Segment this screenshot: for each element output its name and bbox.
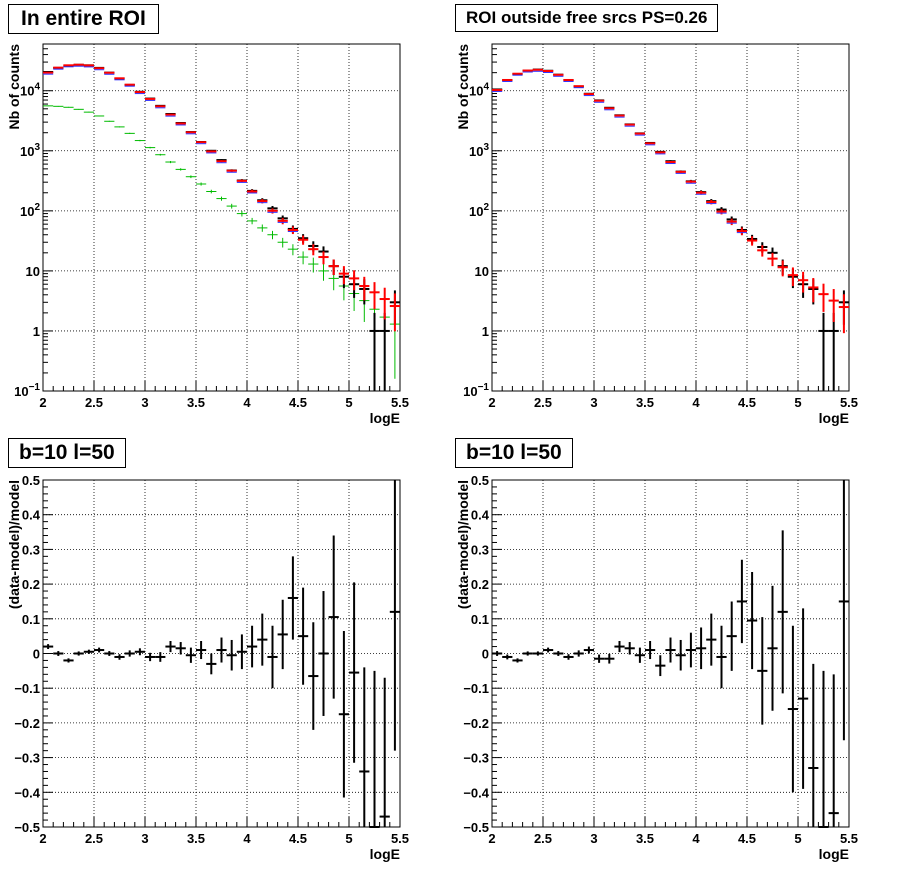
y-tick-label: 10 [475,264,489,279]
y-tick-label: 102 [469,202,489,219]
x-tick-label: 2 [39,395,46,410]
x-tick-label: 4.5 [738,395,756,410]
y-tick-label: 1 [482,324,489,339]
x-tick-label: 3.5 [636,831,654,846]
y-tick-label: −0.3 [14,751,40,766]
y-tick-label: 0.3 [471,542,489,557]
y-tick-label: 0.2 [471,577,489,592]
y-tick-label: −0.4 [14,785,40,800]
x-tick-label: 2.5 [534,395,552,410]
y-tick-label: −0.1 [463,681,489,696]
chart-panel-1: 2 2.5 3 3.5 4 4.5 5 5.5 10−1 1 10 102 103 104 logE Nb o… [455,43,858,426]
y-tick-label: 0.4 [22,508,41,523]
x-tick-label: 2 [488,831,495,846]
x-tick-label: 4 [692,831,700,846]
y-tick-label: −0.2 [463,716,489,731]
y-tick-label: 104 [469,82,489,99]
chart-panel-0: 2 2.5 3 3.5 4 4.5 5 5.5 10−1 1 10 102 103 104 logE Nb o… [6,43,409,426]
y-tick-label: 0 [33,647,40,662]
x-tick-label: 2.5 [85,395,103,410]
y-tick-label: −0.2 [14,716,40,731]
x-tick-label: 5 [794,831,801,846]
y-tick-label: 10 [26,264,40,279]
x-tick-label: 5 [794,395,801,410]
x-tick-label: 2 [39,831,46,846]
x-axis-label: logE [819,846,849,862]
panel-title-counts-outside-srcs: ROI outside free srcs PS=0.26 [455,4,719,32]
y-tick-label: 0.5 [471,473,489,488]
y-axis-label: Nb of counts [6,44,22,130]
x-tick-label: 3.5 [187,831,205,846]
x-tick-label: 4.5 [738,831,756,846]
x-axis-label: logE [370,410,400,426]
x-tick-label: 4 [243,395,251,410]
y-tick-label: 0.1 [22,612,40,627]
y-tick-label: 0.5 [22,473,40,488]
chart-panel-3: 2 2.5 3 3.5 4 4.5 5 5.5 −0.5 −0.4 −0.3 −0.2 −0.1 0 0.1… [455,473,858,862]
y-axis-label: (data-model)/model [6,480,22,609]
y-tick-label: 104 [20,82,40,99]
x-tick-label: 2.5 [85,831,103,846]
x-tick-label: 3 [590,831,597,846]
y-tick-label: 102 [20,202,40,219]
y-tick-label: 0.1 [471,612,489,627]
y-tick-label: −0.3 [463,751,489,766]
plot-frame [491,43,850,392]
x-tick-label: 4 [243,831,251,846]
x-tick-label: 3.5 [187,395,205,410]
plot-frame [42,43,401,392]
y-tick-label: −0.5 [463,820,489,835]
x-tick-label: 5.5 [840,831,858,846]
y-tick-label: −0.1 [14,681,40,696]
x-tick-label: 5.5 [391,395,409,410]
chart-panel-2: 2 2.5 3 3.5 4 4.5 5 5.5 −0.5 −0.4 −0.3 −0.2 −0.1 0 0.1… [6,473,409,862]
y-tick-label: 103 [20,142,40,159]
y-tick-label: 0 [482,647,489,662]
y-tick-label: 1 [33,324,40,339]
x-tick-label: 5.5 [840,395,858,410]
x-axis-label: logE [370,846,400,862]
panel-title-residual-left: b=10 l=50 [8,438,126,468]
y-tick-label: −0.4 [463,785,489,800]
panel-title-counts-entire-roi: In entire ROI [8,4,159,34]
y-tick-label: 103 [469,142,489,159]
x-tick-label: 4.5 [289,395,307,410]
y-axis-label: Nb of counts [455,44,471,130]
y-tick-label: 0.4 [471,508,490,523]
x-tick-label: 5.5 [391,831,409,846]
y-tick-label: 10−1 [463,382,489,399]
x-tick-label: 5 [345,831,352,846]
y-tick-label: 0.2 [22,577,40,592]
y-axis-label: (data-model)/model [455,480,471,609]
x-tick-label: 4.5 [289,831,307,846]
y-tick-label: 0.3 [22,542,40,557]
y-tick-label: 10−1 [14,382,40,399]
x-axis-label: logE [819,410,849,426]
x-tick-label: 2 [488,395,495,410]
x-tick-label: 3.5 [636,395,654,410]
x-tick-label: 3 [141,395,148,410]
x-tick-label: 3 [141,831,148,846]
x-tick-label: 3 [590,395,597,410]
y-tick-label: −0.5 [14,820,40,835]
panel-title-residual-right: b=10 l=50 [455,438,573,468]
x-tick-label: 5 [345,395,352,410]
x-tick-label: 4 [692,395,700,410]
x-tick-label: 2.5 [534,831,552,846]
